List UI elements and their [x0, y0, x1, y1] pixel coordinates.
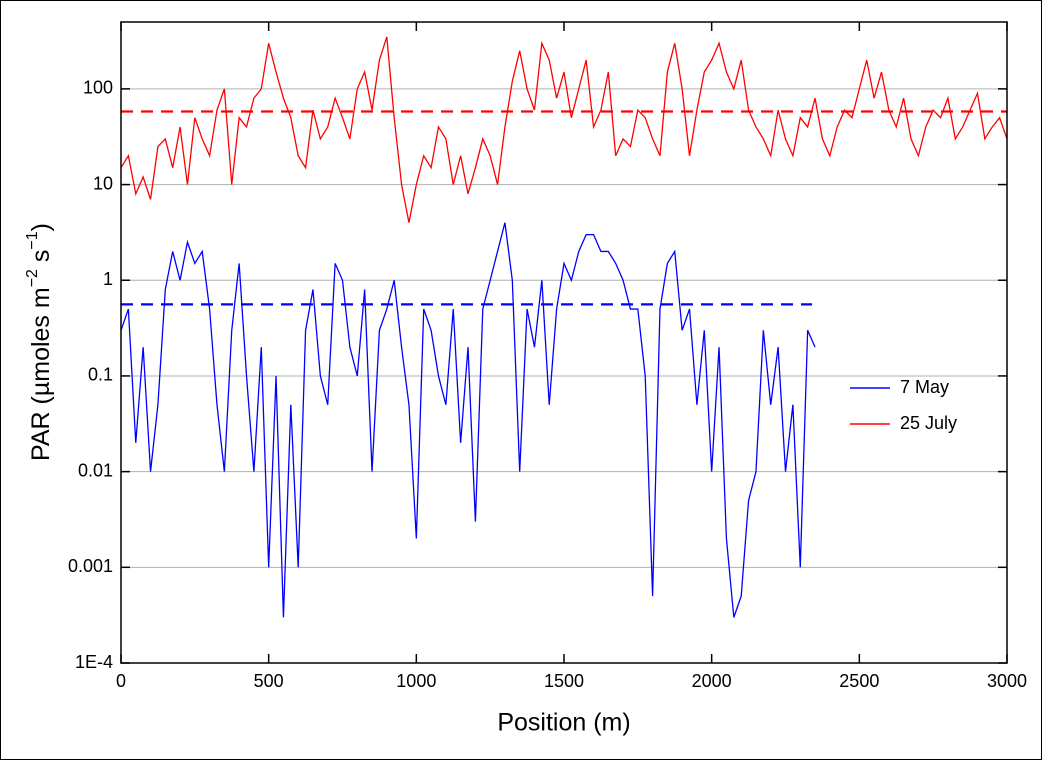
data-line — [120, 222, 816, 618]
x-tick-label: 500 — [254, 671, 284, 691]
data-line — [120, 36, 1008, 223]
x-tick-label: 2500 — [839, 671, 879, 691]
legend-label: 25 July — [900, 413, 957, 433]
x-tick-label: 1500 — [544, 671, 584, 691]
x-tick-label: 3000 — [987, 671, 1027, 691]
y-label-sup: −2 — [24, 269, 41, 287]
y-tick-label: 100 — [83, 78, 113, 98]
x-tick-label: 2000 — [692, 671, 732, 691]
y-label-part: PAR (µmoles m — [27, 287, 55, 461]
plot-frame — [120, 21, 1008, 664]
y-tick-label: 0.001 — [68, 556, 113, 576]
y-tick-label: 10 — [93, 173, 113, 193]
y-label-sup: −1 — [24, 231, 41, 249]
y-axis-label: PAR (µmoles m−2 s−1) — [24, 223, 54, 461]
y-tick-label: 0.1 — [88, 365, 113, 385]
y-label-part: s — [27, 250, 55, 269]
x-tick-label: 0 — [116, 671, 126, 691]
y-tick-label: 0.01 — [78, 460, 113, 480]
y-tick-label: 1E-4 — [75, 652, 113, 672]
y-tick-label: 1 — [103, 269, 113, 289]
x-tick-label: 1000 — [396, 671, 436, 691]
y-label-part: ) — [27, 223, 55, 231]
x-axis-label: Position (m) — [497, 709, 630, 737]
legend-label: 7 May — [900, 377, 949, 397]
